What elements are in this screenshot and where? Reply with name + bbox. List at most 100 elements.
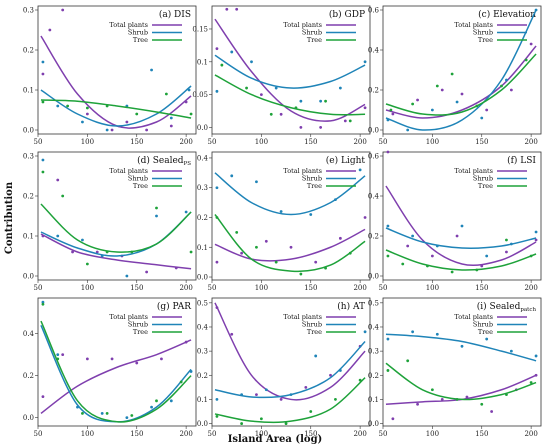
data-point (150, 405, 153, 409)
legend-label: Total plants (283, 21, 322, 29)
data-point (155, 399, 158, 403)
data-point (440, 88, 444, 92)
data-point (304, 385, 308, 389)
legend-label: Tree (133, 182, 148, 190)
data-point (509, 242, 513, 246)
x-tick-label: 100 (255, 430, 268, 438)
data-point (135, 112, 139, 116)
data-point (289, 393, 293, 397)
x-tick-label: 150 (304, 284, 317, 292)
data-point (56, 353, 60, 357)
x-tick-label: 200 (353, 284, 366, 292)
data-point (529, 42, 533, 46)
y-tick-label: 0.0 (23, 127, 34, 135)
y-tick-label: 0.2 (197, 372, 208, 380)
legend-label: Shrub (128, 175, 148, 183)
x-tick-label: 200 (524, 430, 537, 438)
chart-panel: 50 100 150 200 0.0 0.2 0.4 0.6 (f) LSI Total plan… (368, 150, 542, 292)
data-point (319, 126, 323, 129)
x-tick-label: 50 (34, 430, 43, 438)
x-tick-label: 50 (208, 284, 217, 292)
x-tick-label: 200 (353, 430, 366, 438)
legend-label: Total plants (283, 167, 322, 175)
data-point (324, 266, 327, 270)
panel-title: (e) Light (326, 155, 366, 166)
data-point (411, 234, 415, 238)
data-point (85, 106, 89, 110)
data-point (110, 128, 114, 132)
legend-label: Tree (307, 36, 322, 44)
data-point (235, 230, 239, 234)
data-point (319, 99, 323, 103)
chart-panel: 50 100 150 200 0.0 0.05 0.1 0.15 (b) GDP Total pl… (192, 5, 371, 146)
data-point (485, 254, 489, 258)
data-point (105, 104, 109, 108)
data-point (338, 369, 342, 372)
chart-panel: 50 100 150 200 0.0 0.1 0.2 0.3 (d) SealedPSTotal… (23, 151, 197, 292)
data-point (460, 92, 464, 96)
data-point (81, 238, 84, 242)
legend-label: Total plants (454, 167, 493, 175)
data-point (150, 68, 153, 72)
fit-curve (385, 9, 537, 131)
data-point (455, 100, 459, 104)
y-tick-label: 0.3 (197, 348, 208, 356)
data-point (61, 353, 65, 357)
x-tick-label: 150 (304, 138, 317, 146)
data-point (299, 272, 303, 276)
data-point (105, 128, 109, 132)
data-point (334, 398, 337, 401)
data-point (189, 250, 193, 254)
data-point (230, 50, 234, 54)
data-point (430, 108, 434, 112)
data-point (250, 60, 253, 64)
legend-label: Shrub (473, 29, 493, 37)
data-point (363, 60, 367, 64)
legend-label: Shrub (302, 321, 322, 329)
panel-title: (c) Elevation (478, 9, 536, 20)
x-tick-label: 100 (426, 138, 439, 146)
x-tick-label: 150 (475, 430, 488, 438)
data-point (189, 112, 193, 116)
fit-curve (385, 45, 537, 119)
fit-curve (40, 233, 192, 270)
data-point (48, 28, 52, 32)
data-point (215, 398, 219, 401)
data-point (269, 112, 273, 116)
y-tick-label: 0.4 (368, 323, 380, 331)
data-point (41, 234, 45, 238)
y-tick-label: 0.15 (192, 25, 208, 33)
data-point (220, 63, 224, 67)
data-point (338, 236, 342, 240)
plot-frame (211, 5, 371, 135)
data-point (215, 89, 219, 93)
data-point (475, 104, 479, 108)
legend-label: Total plants (109, 167, 148, 175)
fit-curve (40, 203, 192, 253)
data-point (386, 118, 390, 122)
x-tick-label: 100 (81, 284, 94, 292)
data-point (386, 337, 390, 341)
x-tick-label: 150 (475, 138, 488, 146)
data-point (240, 251, 244, 255)
data-point (81, 412, 84, 415)
data-point (110, 357, 114, 361)
y-tick-label: 0.2 (23, 193, 34, 201)
data-point (85, 262, 89, 266)
legend-label: Shrub (473, 321, 493, 329)
data-point (135, 361, 139, 365)
data-point (358, 168, 362, 172)
data-point (81, 120, 84, 124)
x-tick-label: 100 (81, 430, 94, 438)
data-point (435, 244, 439, 248)
data-point (125, 416, 129, 420)
data-point (460, 224, 464, 228)
data-point (160, 357, 163, 361)
fit-curve (214, 74, 366, 116)
fit-curve (385, 333, 537, 362)
y-tick-label: 0.4 (197, 154, 209, 162)
data-point (255, 245, 258, 249)
data-point (406, 128, 410, 132)
data-point (56, 104, 60, 108)
data-point (41, 60, 45, 64)
